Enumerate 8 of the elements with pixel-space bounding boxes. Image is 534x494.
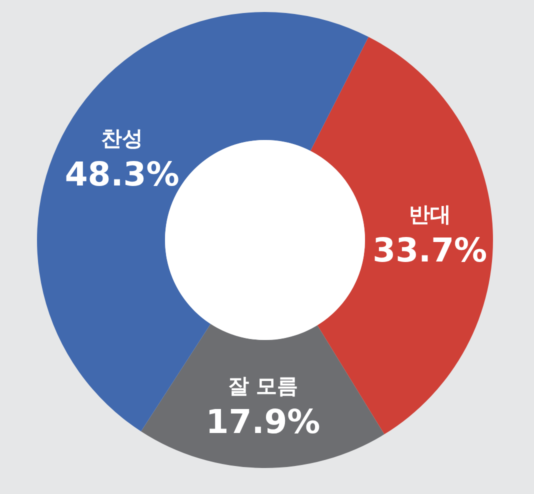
data-label: 17.9% [206, 402, 320, 441]
data-label: 33.7% [372, 230, 488, 270]
slice-label: 찬성 [101, 126, 144, 151]
slice-label: 반대 [408, 202, 451, 226]
donut-slice [37, 12, 369, 432]
donut-slice [141, 324, 384, 468]
slice-label: 잘 모름 [228, 374, 298, 398]
data-label: 48.3% [64, 154, 180, 194]
